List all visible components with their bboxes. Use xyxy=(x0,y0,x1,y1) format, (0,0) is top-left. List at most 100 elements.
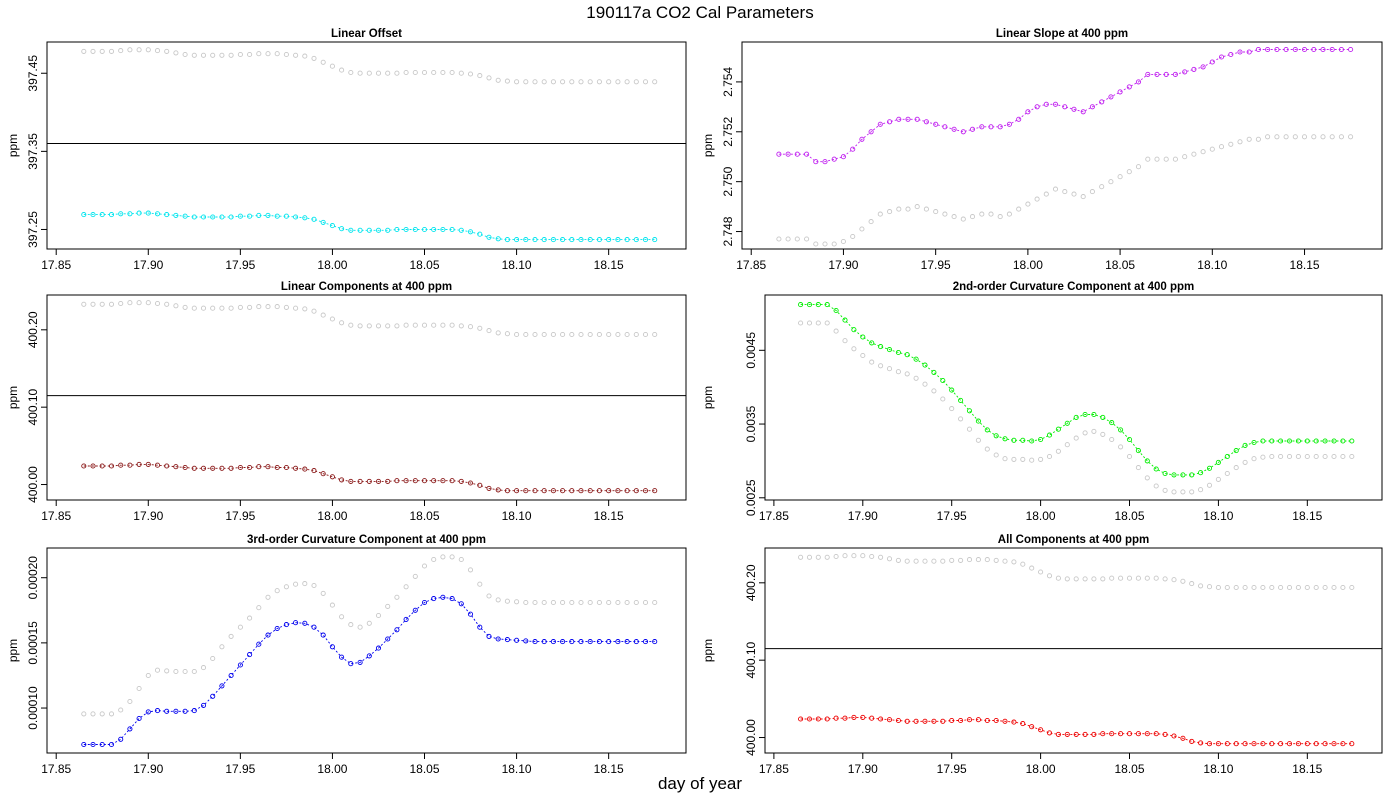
reference-series xyxy=(81,47,658,85)
data-point xyxy=(1198,583,1204,589)
data-point xyxy=(118,300,124,307)
data-point xyxy=(878,344,884,350)
data-point xyxy=(1313,438,1319,444)
data-point xyxy=(1029,724,1035,730)
data-point xyxy=(596,488,602,494)
data-point xyxy=(1215,584,1221,591)
data-point xyxy=(265,212,271,218)
data-point xyxy=(1304,741,1310,747)
data-point xyxy=(1260,584,1266,591)
data-point xyxy=(1224,470,1230,477)
data-point xyxy=(523,599,529,606)
data-point xyxy=(191,305,197,311)
data-point xyxy=(1029,565,1035,571)
data-point xyxy=(467,567,474,573)
data-point xyxy=(1089,189,1095,195)
data-point xyxy=(504,237,510,243)
data-point xyxy=(228,214,234,220)
data-point xyxy=(1206,482,1213,488)
data-point xyxy=(1260,454,1266,460)
data-point xyxy=(851,553,857,559)
data-point xyxy=(1269,453,1275,460)
data-point xyxy=(210,305,216,311)
data-point xyxy=(421,322,428,328)
data-point xyxy=(293,305,299,311)
panel-title: Linear Components at 400 ppm xyxy=(281,281,452,293)
data-point xyxy=(624,79,630,85)
x-tick-label: 18.05 xyxy=(409,509,439,523)
data-point xyxy=(237,624,243,630)
data-point xyxy=(219,214,225,220)
data-point xyxy=(1118,444,1124,450)
data-point xyxy=(467,480,474,486)
data-point xyxy=(1206,584,1213,590)
plot-frame xyxy=(764,547,1383,754)
data-point xyxy=(127,211,133,217)
data-point xyxy=(90,48,96,54)
data-point xyxy=(615,488,621,494)
data-point xyxy=(615,237,621,243)
data-point xyxy=(1025,201,1031,207)
reference-series xyxy=(81,554,658,717)
data-point xyxy=(806,554,813,560)
data-point xyxy=(1215,741,1221,747)
data-point xyxy=(1144,475,1150,481)
data-point xyxy=(1182,69,1188,75)
data-point xyxy=(895,369,901,375)
data-point xyxy=(495,77,501,83)
data-point xyxy=(108,301,115,307)
data-point xyxy=(532,488,538,494)
data-point xyxy=(495,636,501,642)
data-point xyxy=(960,216,966,222)
data-point xyxy=(173,464,179,470)
data-point xyxy=(357,227,363,233)
x-tick-label: 18.00 xyxy=(1013,258,1043,272)
data-point xyxy=(923,206,929,212)
data-point xyxy=(1011,559,1017,565)
data-point xyxy=(1260,438,1266,444)
chart-panel-1: Linear Offset 17.85 17.90 17.95 18.00 18.05 18… xyxy=(6,28,687,272)
data-point xyxy=(886,347,893,353)
x-tick-label: 17.85 xyxy=(759,762,789,776)
data-point xyxy=(1162,576,1168,582)
data-point xyxy=(394,478,400,484)
data-point xyxy=(886,556,893,562)
data-point xyxy=(136,715,142,722)
data-point xyxy=(887,209,893,215)
data-point xyxy=(394,627,400,633)
x-tick-label: 18.10 xyxy=(502,762,532,776)
data-point xyxy=(1038,569,1044,575)
data-point xyxy=(1260,741,1266,747)
data-point xyxy=(633,488,639,494)
data-point xyxy=(1171,472,1177,478)
data-point xyxy=(1304,584,1310,591)
data-point xyxy=(274,51,280,57)
data-point xyxy=(831,241,837,247)
data-point xyxy=(329,316,335,322)
data-point xyxy=(1073,435,1079,441)
data-point xyxy=(1002,718,1008,724)
data-point xyxy=(164,212,170,218)
data-point xyxy=(642,237,649,243)
data-point xyxy=(1286,584,1293,591)
data-point xyxy=(339,226,345,232)
data-point xyxy=(624,599,630,606)
data-point xyxy=(1269,584,1275,591)
data-point xyxy=(403,226,409,233)
data-point xyxy=(652,639,658,645)
series-line xyxy=(83,463,655,492)
data-point xyxy=(1209,59,1215,65)
data-point xyxy=(942,124,948,130)
data-point xyxy=(560,331,566,338)
data-point xyxy=(1233,741,1239,747)
data-point xyxy=(375,227,382,233)
data-point xyxy=(1265,134,1271,140)
data-point xyxy=(966,426,973,432)
chart-panel-4: 2nd-order Curvature Component at 400 ppm… xyxy=(701,281,1383,523)
data-point xyxy=(1080,194,1086,200)
reference-series xyxy=(798,553,1355,591)
y-tick-label: 0.00010 xyxy=(26,686,40,730)
data-point xyxy=(81,212,87,218)
data-point xyxy=(283,304,289,310)
